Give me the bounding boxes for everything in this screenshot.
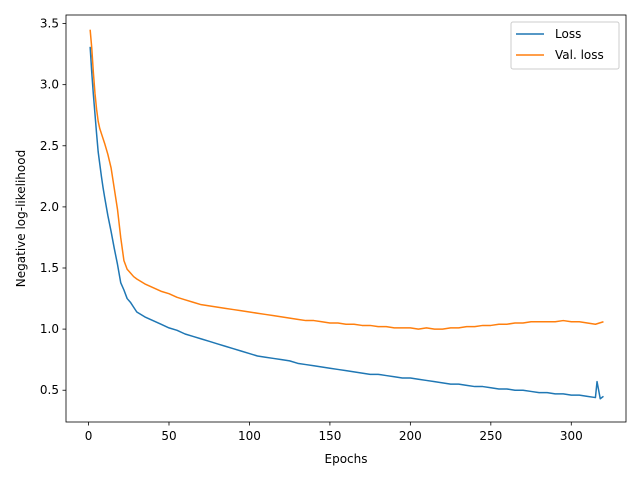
x-tick-label: 50 (161, 429, 176, 443)
y-axis-ticks: 0.5 1.0 1.5 2.0 2.5 3.0 3.5 (40, 17, 66, 397)
y-tick-label: 0.5 (40, 383, 59, 397)
series-line-val-loss (89, 29, 604, 330)
x-tick-label: 300 (560, 429, 583, 443)
y-tick-label: 3.5 (40, 17, 59, 31)
y-tick-label: 2.0 (40, 200, 59, 214)
legend-label-loss: Loss (555, 27, 581, 41)
y-tick-label: 1.5 (40, 261, 59, 275)
y-tick-label: 1.0 (40, 322, 59, 336)
plot-area-frame (65, 14, 627, 423)
x-tick-label: 250 (479, 429, 502, 443)
x-tick-label: 200 (399, 429, 422, 443)
legend: Loss Val. loss (510, 21, 620, 70)
x-tick-label: 150 (318, 429, 341, 443)
series-line-loss (89, 46, 604, 400)
x-axis-ticks: 0 50 100 150 200 250 300 (85, 422, 583, 443)
y-tick-label: 2.5 (40, 139, 59, 153)
y-axis-label: Negative log-likelihood (14, 150, 28, 287)
plot-lines (89, 29, 604, 400)
x-tick-label: 100 (238, 429, 261, 443)
x-axis-label: Epochs (325, 452, 368, 466)
y-tick-label: 3.0 (40, 78, 59, 92)
x-tick-label: 0 (85, 429, 93, 443)
legend-label-val-loss: Val. loss (555, 48, 604, 62)
